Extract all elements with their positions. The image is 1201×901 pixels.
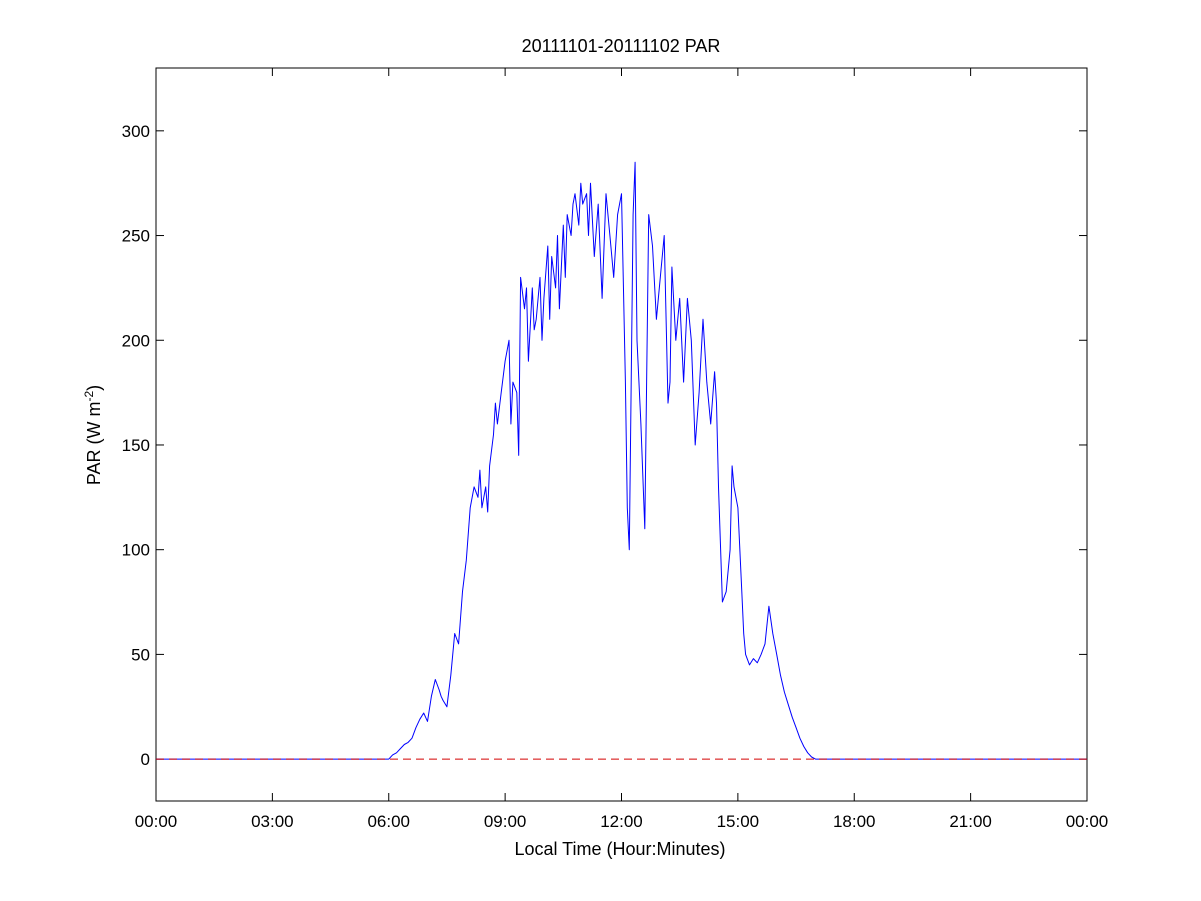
y-tick-label: 50	[131, 645, 150, 664]
x-tick-label: 18:00	[833, 812, 876, 831]
y-tick-label: 0	[141, 750, 150, 769]
x-tick-label: 12:00	[600, 812, 643, 831]
x-tick-label: 03:00	[251, 812, 294, 831]
y-tick-label: 150	[122, 436, 150, 455]
x-tick-label: 21:00	[949, 812, 992, 831]
x-tick-label: 00:00	[135, 812, 178, 831]
y-tick-label: 250	[122, 227, 150, 246]
y-axis-label-main: PAR (W m	[84, 402, 104, 486]
y-axis-label-superscript: -2	[82, 391, 96, 402]
par-series-line	[156, 161, 1087, 760]
x-tick-label: 15:00	[717, 812, 760, 831]
y-tick-label: 100	[122, 541, 150, 560]
chart-title: 20111101-20111102 PAR	[522, 36, 721, 56]
ticks-layer: 00:00 03:00 06:00 09:00 12:00 15:00 18:00 21:00…	[122, 68, 1109, 831]
y-tick-label: 300	[122, 122, 150, 141]
y-axis-label: PAR (W m-2)	[82, 385, 104, 485]
x-tick-label: 09:00	[484, 812, 527, 831]
x-tick-label: 00:00	[1066, 812, 1109, 831]
y-axis-label-close: )	[84, 385, 104, 391]
plot-area-frame	[155, 67, 1088, 802]
y-tick-label: 200	[122, 331, 150, 350]
x-axis-label: Local Time (Hour:Minutes)	[514, 839, 725, 859]
data-layer	[156, 161, 1087, 760]
x-tick-label: 06:00	[367, 812, 410, 831]
